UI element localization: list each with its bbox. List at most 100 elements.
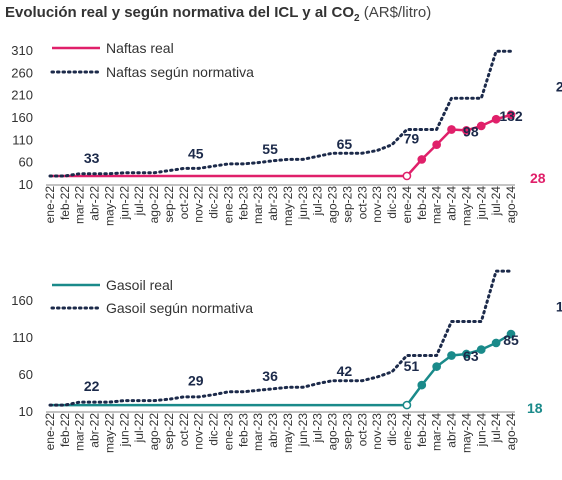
y-tick-label: 60 [19,367,33,382]
x-tick-label: abr-23 [266,186,280,221]
series-point [476,121,486,131]
x-tick-label: may-23 [281,413,295,453]
data-label: 65 [337,136,353,152]
title-unit: (AR$/litro) [359,4,432,21]
x-tick-label: nov-22 [192,413,206,450]
x-tick-label: may-24 [459,186,473,226]
data-label: 29 [188,373,204,389]
x-tick-label: ago-22 [147,413,161,451]
series-point [402,400,412,410]
x-tick-label: sep-22 [162,413,176,450]
x-tick-label: ago-22 [147,186,161,224]
x-tick-label: sep-22 [162,186,176,223]
y-tick-label: 10 [19,177,33,192]
x-tick-label: feb-23 [236,413,250,447]
series-point [417,380,427,390]
x-tick-label: nov-23 [370,413,384,450]
x-tick-label: mar-22 [73,186,87,224]
data-label: 132 [499,108,523,124]
x-tick-label: nov-23 [370,186,384,223]
series-point [476,345,486,354]
data-label: 131 [556,299,562,315]
y-tick-label: 210 [11,88,33,103]
x-tick-label: jul-24 [489,186,503,217]
x-tick-label: jun-24 [474,413,488,448]
x-tick-label: may-24 [459,413,473,453]
x-tick-label: oct-23 [355,186,369,220]
series-point [462,349,471,359]
x-tick-label: abr-22 [88,186,102,221]
x-tick-label: mar-24 [430,413,444,451]
x-tick-label: dic-23 [385,413,399,446]
y-tick-label: 110 [12,330,33,345]
y-tick-label: 260 [11,65,33,80]
x-tick-label: oct-23 [355,413,369,447]
x-tick-label: nov-22 [192,186,206,223]
x-tick-label: ene-22 [43,186,57,224]
series-point [506,110,516,120]
x-tick-label: feb-24 [415,186,429,220]
series-point [432,140,441,150]
x-tick-label: jun-23 [296,413,310,448]
x-tick-label: feb-24 [415,413,429,447]
data-label: 33 [84,150,100,166]
y-tick-label: 110 [12,132,33,147]
chart-title: Evolución real y según normativa del ICL… [5,4,431,24]
y-tick-label: 60 [19,155,33,170]
x-tick-label: ago-23 [326,186,340,224]
x-tick-label: may-22 [102,413,116,453]
data-label: 98 [463,123,479,139]
data-label: 22 [84,378,100,394]
x-tick-label: jul-24 [489,413,503,444]
series-point [506,329,516,339]
series-line-2 [48,269,513,407]
x-tick-label: ene-22 [43,413,57,451]
x-tick-label: sep-23 [340,413,354,450]
x-tick-label: feb-23 [236,186,250,220]
x-tick-label: dic-22 [207,186,221,219]
title-main: Evolución real y según normativa del ICL… [5,4,354,21]
x-tick-label: ene-23 [221,413,235,451]
data-label: 55 [262,141,278,157]
x-tick-label: abr-24 [445,413,459,448]
chart-panel-2: 10 60 110 160 ene-22 feb-22 mar-22 abr-22 may-22… [11,269,562,453]
x-tick-label: jun-22 [117,186,131,221]
x-tick-label: mar-23 [251,413,265,451]
x-tick-label: ago-24 [504,413,518,451]
y-tick-label: 160 [11,293,33,308]
x-tick-label: jul-23 [311,413,325,444]
series-point [491,114,501,124]
series-line-1 [50,113,512,178]
data-label: 79 [404,130,420,146]
x-tick-label: jun-22 [117,413,131,448]
x-tick-label: jun-24 [474,186,488,221]
data-label: 36 [262,368,278,384]
x-tick-label: jul-22 [132,413,146,444]
x-tick-label: ene-24 [400,186,414,224]
x-tick-label: jul-23 [311,186,325,217]
x-tick-label: oct-22 [177,413,191,447]
series-point [432,362,441,371]
x-tick-label: ago-23 [326,413,340,451]
series-point [402,171,412,181]
x-tick-label: mar-24 [430,186,444,224]
x-tick-label: abr-22 [88,413,102,448]
legend-label: Naftas real [106,40,174,56]
series-point [462,126,471,135]
data-label: 18 [527,400,543,416]
x-tick-label: may-23 [281,186,295,226]
x-tick-label: sep-23 [340,186,354,223]
data-label: 202 [556,79,562,95]
series-line-2 [48,49,513,178]
series-point [447,125,456,134]
x-tick-label: oct-22 [177,186,191,220]
series-point [447,351,456,360]
data-label: 28 [530,170,546,186]
x-tick-label: jul-22 [132,186,146,217]
x-tick-label: mar-22 [73,413,87,451]
y-tick-label: 160 [11,110,33,125]
x-tick-label: jun-23 [296,186,310,221]
x-tick-label: abr-24 [445,186,459,221]
